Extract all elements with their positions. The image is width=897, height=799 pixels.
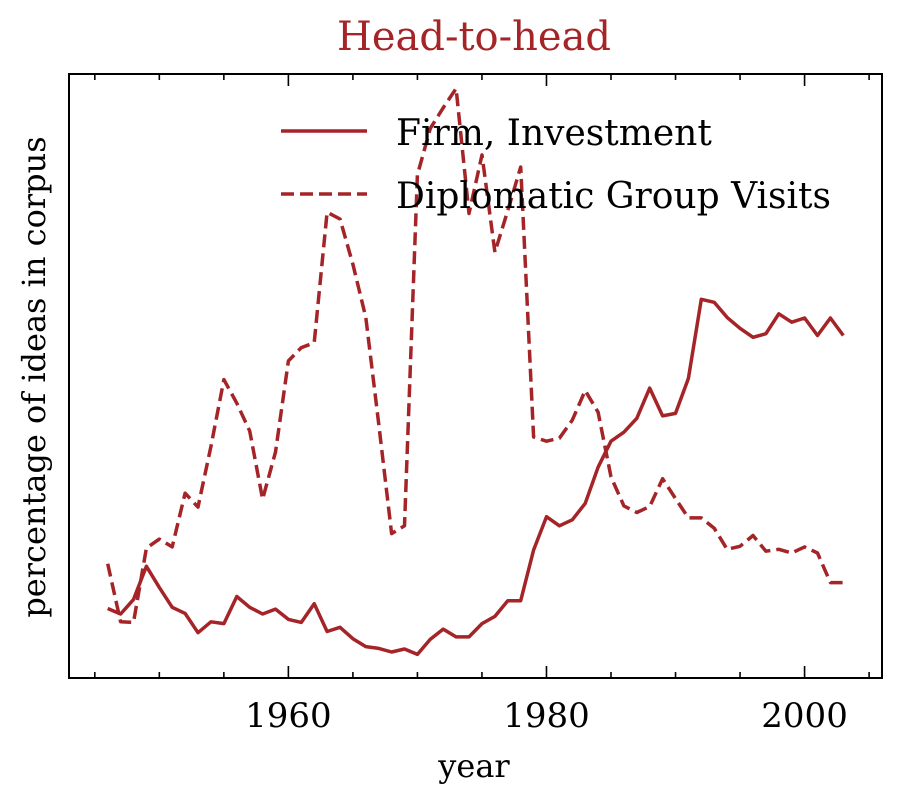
x-tick-label: 2000 bbox=[761, 696, 848, 736]
y-axis-label: percentage of ideas in corpus bbox=[15, 136, 53, 617]
axes: 1960 1980 2000 bbox=[68, 73, 883, 736]
legend-label-firm-investment: Firm, Investment bbox=[396, 113, 712, 154]
x-axis-ticks bbox=[94, 74, 870, 678]
series-lines bbox=[105, 86, 845, 657]
chart-title: Head-to-head bbox=[337, 14, 611, 60]
x-axis-label: year bbox=[437, 747, 510, 785]
legend: Firm, Investment Diplomatic Group Visits bbox=[281, 113, 831, 217]
x-axis-tick-labels: 1960 1980 2000 bbox=[245, 696, 848, 736]
x-tick-label: 1980 bbox=[503, 696, 590, 736]
series-line-diplomatic-group-visits bbox=[105, 86, 844, 625]
plot-frame bbox=[68, 73, 883, 679]
x-tick-label: 1960 bbox=[245, 696, 332, 736]
legend-label-diplomatic-group-visits: Diplomatic Group Visits bbox=[396, 176, 831, 217]
series-line-firm-investment bbox=[107, 297, 845, 657]
